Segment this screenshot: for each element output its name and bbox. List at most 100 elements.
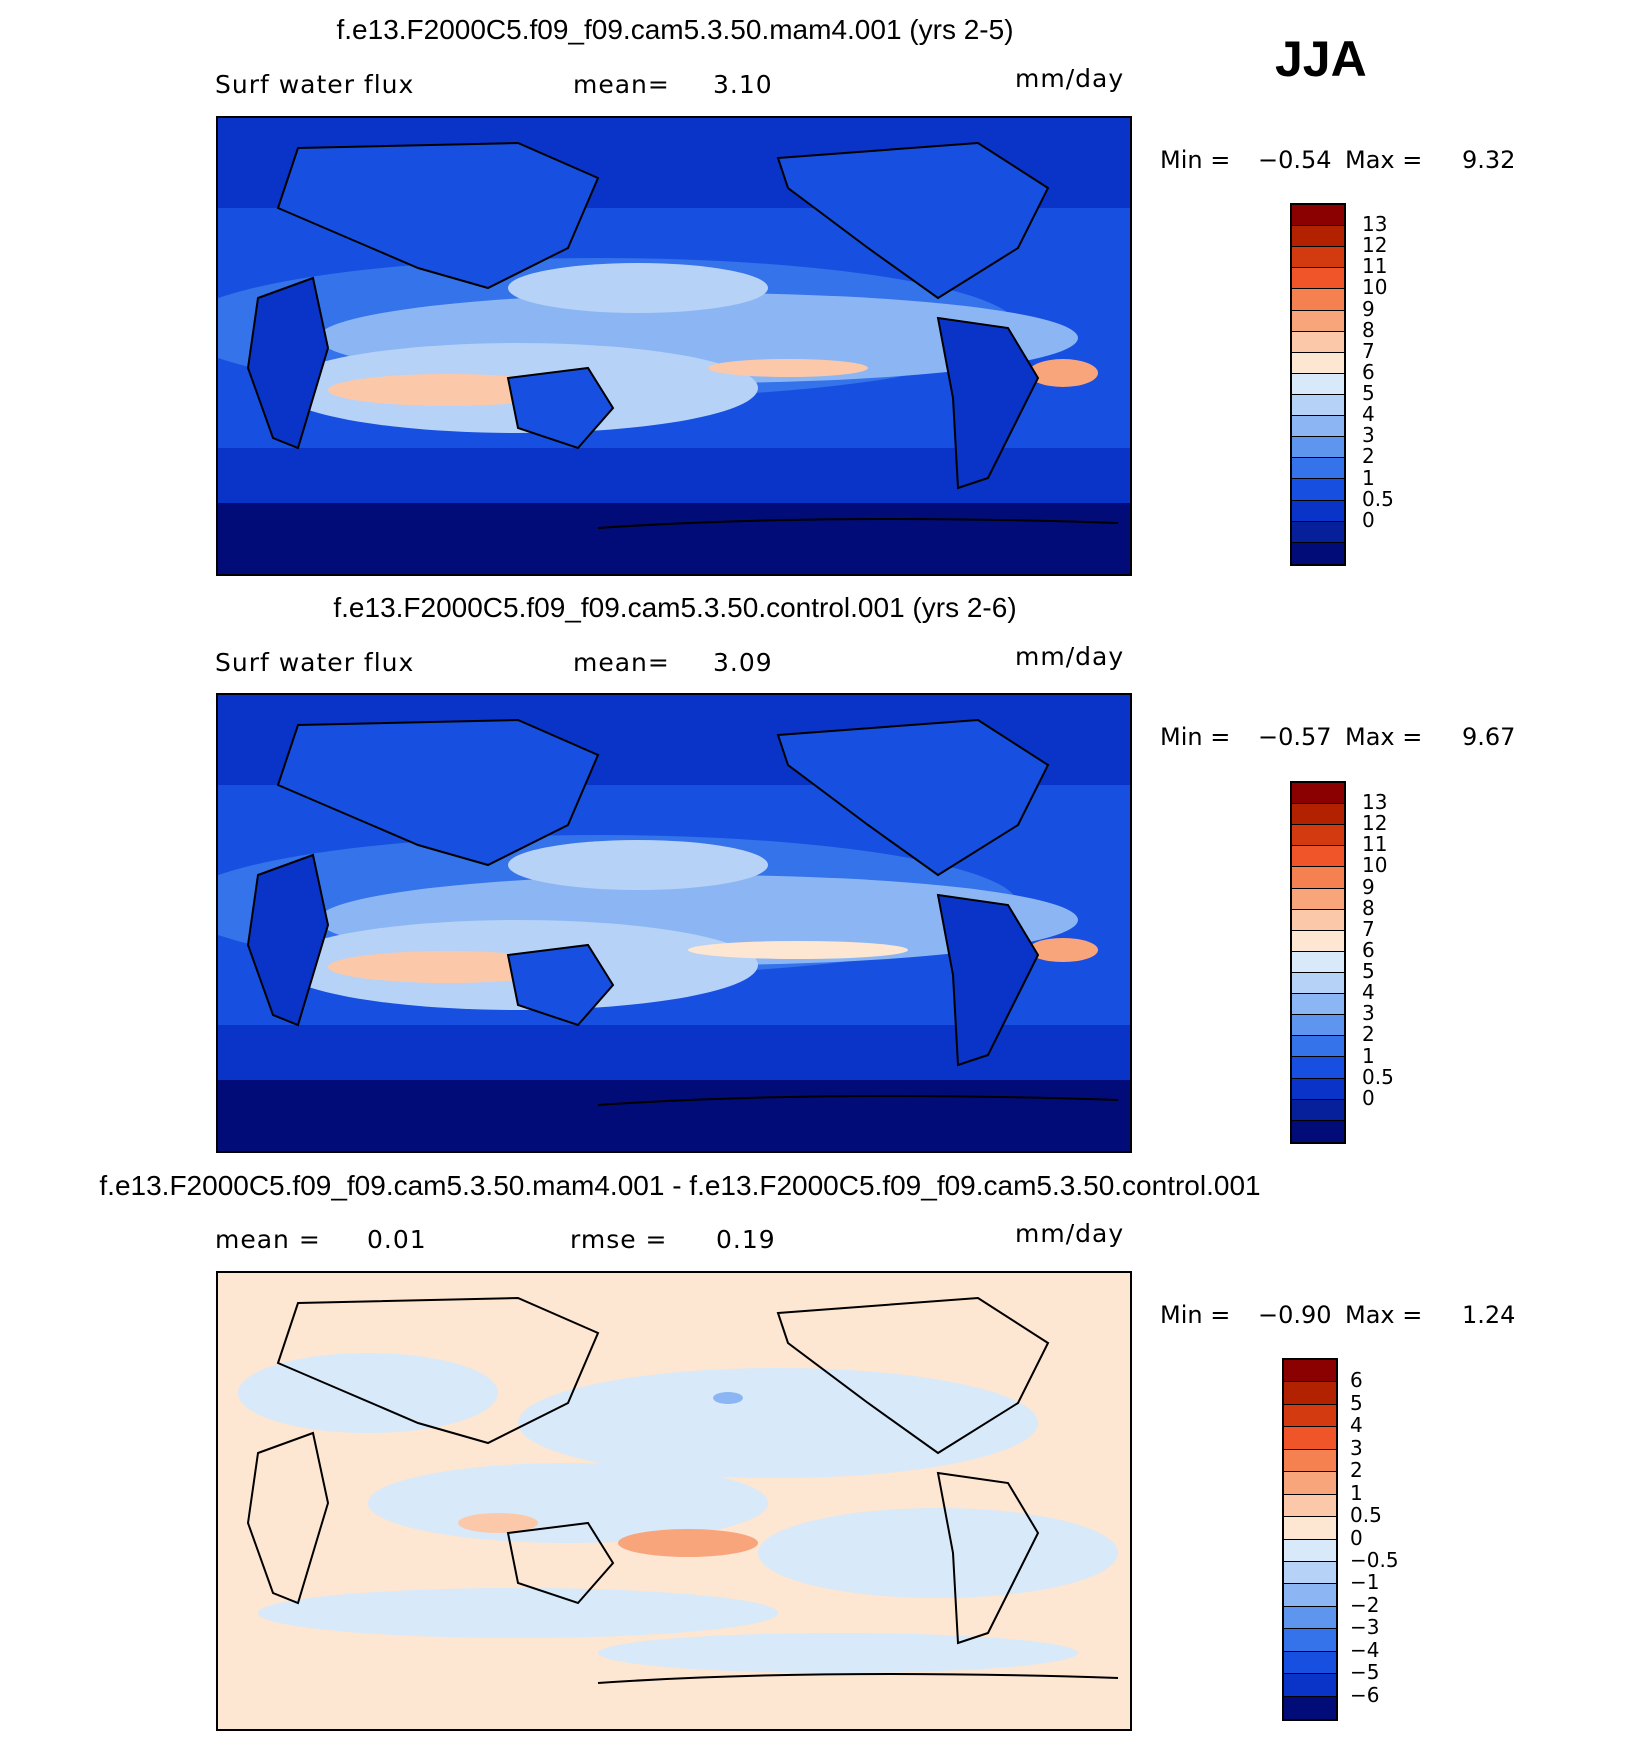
colorbar-tick-label: 3 — [1362, 423, 1375, 448]
colorbar-tick-label: 0 — [1362, 507, 1375, 532]
colorbar-swatch — [1284, 1360, 1336, 1383]
panel3-mean-label: mean = — [215, 1225, 321, 1254]
colorbar-swatch — [1292, 888, 1344, 910]
panel3-min-label: Min = — [1160, 1301, 1231, 1329]
colorbar-tick-label: 4 — [1362, 980, 1375, 1005]
colorbar-swatch — [1292, 352, 1344, 374]
colorbar-tick-label: 5 — [1362, 959, 1375, 984]
colorbar-swatch — [1292, 373, 1344, 395]
panel1-mean-value: 3.10 — [713, 70, 773, 99]
panel2-min-label: Min = — [1160, 723, 1231, 751]
colorbar-tick-label: 0 — [1350, 1525, 1363, 1550]
colorbar-swatch — [1284, 1696, 1336, 1719]
panel3-colorbar — [1282, 1358, 1338, 1721]
colorbar-swatch — [1284, 1584, 1336, 1607]
colorbar-tick-label: 10 — [1362, 275, 1388, 300]
colorbar-swatch — [1292, 289, 1344, 311]
colorbar-tick-label: 6 — [1350, 1368, 1363, 1393]
panel3-title: f.e13.F2000C5.f09_f09.cam5.3.50.mam4.001… — [99, 1170, 1261, 1201]
colorbar-tick-label: 5 — [1362, 381, 1375, 406]
colorbar-tick-label: 2 — [1362, 444, 1375, 469]
panel3-units: mm/day — [1015, 1219, 1125, 1248]
colorbar-tick-label: 0.5 — [1362, 486, 1394, 511]
panel3-rmse-label: rmse = — [570, 1225, 668, 1254]
colorbar-swatch — [1292, 310, 1344, 332]
colorbar-tick-label: −4 — [1350, 1637, 1380, 1662]
colorbar-swatch — [1292, 1015, 1344, 1037]
colorbar-swatch — [1292, 951, 1344, 973]
panel2-max-label: Max = — [1345, 723, 1423, 751]
colorbar-swatch — [1292, 1120, 1344, 1142]
colorbar-tick-label: 1 — [1362, 1043, 1375, 1068]
panel3-max-value: 1.24 — [1462, 1301, 1516, 1329]
panel1-title: f.e13.F2000C5.f09_f09.cam5.3.50.mam4.001… — [336, 14, 1014, 45]
colorbar-swatch — [1284, 1449, 1336, 1473]
colorbar-tick-label: −5 — [1350, 1660, 1380, 1685]
panel2-max-value: 9.67 — [1462, 723, 1516, 751]
colorbar-swatch — [1292, 909, 1344, 931]
colorbar-tick-label: 4 — [1362, 402, 1375, 427]
colorbar-tick-label: 13 — [1362, 790, 1388, 815]
colorbar-tick-label: 6 — [1362, 937, 1375, 962]
colorbar-tick-label: 12 — [1362, 811, 1388, 836]
colorbar-swatch — [1284, 1494, 1336, 1518]
colorbar-swatch — [1292, 930, 1344, 952]
colorbar-swatch — [1284, 1427, 1336, 1450]
colorbar-tick-label: 7 — [1362, 338, 1375, 363]
colorbar-swatch — [1292, 247, 1344, 269]
colorbar-tick-label: 5 — [1350, 1390, 1363, 1415]
colorbar-tick-label: 0.5 — [1362, 1064, 1394, 1089]
panel3-min-value: −0.90 — [1258, 1301, 1332, 1329]
colorbar-tick-label: 3 — [1350, 1435, 1363, 1460]
panel2-title: f.e13.F2000C5.f09_f09.cam5.3.50.control.… — [333, 592, 1017, 623]
panel3-max-label: Max = — [1345, 1301, 1423, 1329]
colorbar-tick-label: 13 — [1362, 212, 1388, 237]
colorbar-swatch — [1292, 500, 1344, 522]
colorbar-tick-label: −6 — [1350, 1682, 1380, 1707]
season-label: JJA — [1275, 31, 1367, 87]
colorbar-swatch — [1284, 1606, 1336, 1630]
colorbar-swatch — [1292, 416, 1344, 438]
colorbar-swatch — [1292, 542, 1344, 564]
panel1-mean-label: mean= — [573, 70, 670, 99]
colorbar-swatch — [1284, 1539, 1336, 1562]
colorbar-swatch — [1292, 226, 1344, 248]
panel2-units: mm/day — [1015, 642, 1125, 671]
panel3-rmse-value: 0.19 — [716, 1225, 776, 1254]
colorbar-tick-label: 10 — [1362, 853, 1388, 878]
colorbar-tick-label: 1 — [1362, 465, 1375, 490]
colorbar-tick-label: −3 — [1350, 1615, 1380, 1640]
panel3-map — [216, 1271, 1132, 1731]
colorbar-swatch — [1284, 1472, 1336, 1495]
panel1-map — [216, 116, 1132, 576]
colorbar-tick-label: 11 — [1362, 254, 1388, 279]
colorbar-tick-label: 0.5 — [1350, 1503, 1382, 1528]
colorbar-tick-label: 11 — [1362, 832, 1388, 857]
colorbar-swatch — [1292, 394, 1344, 417]
colorbar-tick-label: 3 — [1362, 1001, 1375, 1026]
panel2-map-field — [218, 695, 1130, 1151]
panel2-map — [216, 693, 1132, 1153]
panel2-mean-label: mean= — [573, 648, 670, 677]
colorbar-swatch — [1292, 1057, 1344, 1079]
colorbar-tick-label: 8 — [1362, 317, 1375, 342]
colorbar-tick-label: 6 — [1362, 359, 1375, 384]
colorbar-tick-label: 8 — [1362, 895, 1375, 920]
colorbar-swatch — [1292, 1036, 1344, 1058]
colorbar-swatch — [1284, 1674, 1336, 1697]
colorbar-swatch — [1292, 994, 1344, 1016]
colorbar-tick-label: 12 — [1362, 233, 1388, 258]
colorbar-swatch — [1292, 783, 1344, 805]
colorbar-swatch — [1292, 205, 1344, 227]
colorbar-tick-label: 0 — [1362, 1085, 1375, 1110]
colorbar-swatch — [1292, 521, 1344, 543]
panel2-min-value: −0.57 — [1258, 723, 1332, 751]
colorbar-swatch — [1284, 1629, 1336, 1652]
panel2-colorbar-labels: 13 12 11 10 9 8 7 6 5 4 3 2 1 0.5 0 — [1362, 781, 1422, 1140]
colorbar-tick-label: 1 — [1350, 1480, 1363, 1505]
colorbar-swatch — [1292, 437, 1344, 459]
colorbar-swatch — [1292, 331, 1344, 353]
panel3-mean-value: 0.01 — [367, 1225, 427, 1254]
colorbar-tick-label: −2 — [1350, 1592, 1380, 1617]
panel1-colorbar-labels: 13 12 11 10 9 8 7 6 5 4 3 2 1 0.5 0 — [1362, 203, 1422, 562]
